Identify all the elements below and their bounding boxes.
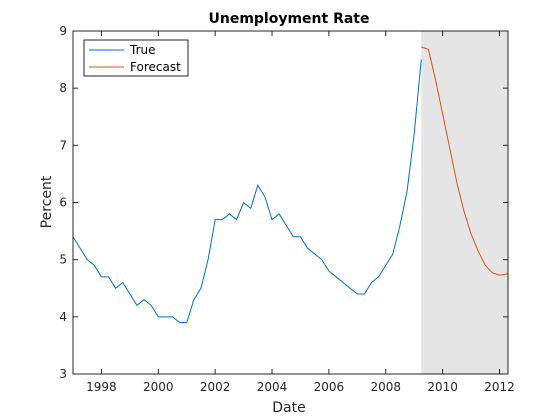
chart-title: Unemployment Rate bbox=[208, 11, 369, 27]
y-tick-label: 8 bbox=[59, 81, 67, 95]
series-layer bbox=[72, 46, 509, 324]
x-tick-label: 2006 bbox=[314, 380, 345, 394]
y-axis-label: Percent bbox=[39, 175, 55, 228]
series-line-true bbox=[72, 59, 422, 324]
x-tick-label: 2002 bbox=[200, 380, 231, 394]
x-tick-label: 2008 bbox=[370, 380, 401, 394]
legend: True Forecast bbox=[83, 39, 189, 77]
y-tick-label: 5 bbox=[59, 253, 67, 267]
x-tick-label: 2004 bbox=[257, 380, 288, 394]
y-tick-label: 6 bbox=[59, 196, 67, 210]
x-tick-label: 2010 bbox=[427, 380, 458, 394]
y-tick-label: 4 bbox=[59, 310, 67, 324]
y-tick-label: 7 bbox=[59, 138, 67, 152]
axes-layer: 1998 2000 2002 2004 2006 2008 2010 2012 3 4 5 6 7 8 9 bbox=[59, 24, 514, 394]
x-tick-label: 2000 bbox=[143, 380, 174, 394]
y-tick-label: 3 bbox=[59, 367, 67, 381]
series-line-forecast bbox=[421, 46, 509, 276]
y-tick-label: 9 bbox=[59, 24, 67, 38]
forecast-shaded-region bbox=[421, 31, 508, 374]
plot-area bbox=[421, 31, 508, 374]
legend-label-forecast: Forecast bbox=[130, 60, 181, 74]
x-tick-label: 2012 bbox=[484, 380, 515, 394]
legend-label-true: True bbox=[129, 43, 156, 57]
x-axis-label: Date bbox=[272, 400, 305, 416]
legend-box bbox=[83, 39, 189, 77]
x-tick-label: 1998 bbox=[86, 380, 117, 394]
